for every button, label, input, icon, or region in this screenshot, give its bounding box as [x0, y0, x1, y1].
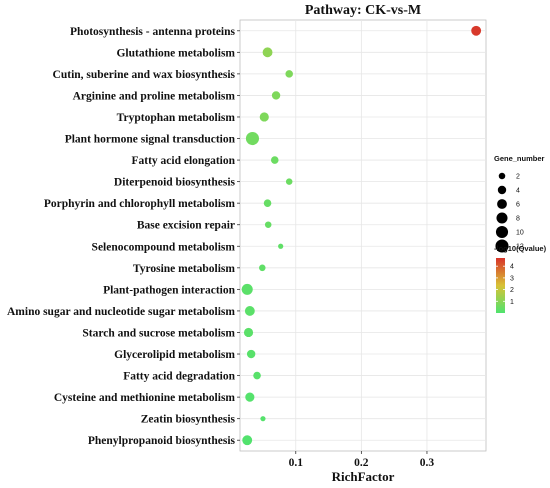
size-legend-dot	[497, 199, 507, 209]
plot-panel	[239, 19, 487, 452]
size-legend-label: 2	[516, 174, 520, 181]
size-legend-dot	[495, 225, 509, 239]
data-point	[270, 156, 279, 164]
data-point	[271, 91, 281, 100]
y-tick-label: Selenocompound metabolism	[92, 241, 236, 253]
size-legend-label: 10	[516, 230, 524, 237]
data-point	[245, 392, 255, 402]
y-tick-label: Plant-pathogen interaction	[103, 284, 236, 296]
colorbar-label: 2	[510, 287, 514, 294]
data-point	[285, 70, 293, 78]
x-tick-label: 0.3	[420, 457, 435, 469]
data-point	[285, 178, 293, 185]
size-legend-label: 6	[516, 202, 520, 209]
x-axis-ticks: 0.1 0.2 0.3	[289, 451, 435, 469]
data-point	[242, 435, 253, 446]
colorbar	[496, 258, 505, 313]
data-point	[471, 25, 482, 36]
size-legend-dot	[497, 185, 507, 195]
y-tick-label: Fatty acid elongation	[132, 155, 236, 167]
data-point	[262, 47, 273, 58]
y-tick-label: Base excision repair	[137, 220, 235, 232]
data-point	[278, 243, 284, 249]
data-point	[259, 112, 269, 122]
y-tick-label: Plant hormone signal transduction	[65, 134, 236, 146]
data-point	[253, 371, 261, 380]
x-tick-label: 0.1	[289, 457, 304, 469]
chart-title: Pathway: CK-vs-M	[305, 3, 421, 18]
data-point	[260, 416, 266, 422]
colorbar-label: 4	[510, 264, 514, 271]
size-legend-dot	[495, 239, 509, 253]
y-tick-label: Phenylpropanoid biosynthesis	[88, 435, 236, 447]
y-tick-label: Starch and sucrose metabolism	[82, 327, 235, 339]
y-tick-label: Zeatin biosynthesis	[141, 414, 236, 426]
colorbar-label: 3	[510, 275, 514, 282]
y-tick-label: Diterpenoid biosynthesis	[114, 177, 236, 189]
data-point	[245, 131, 260, 146]
x-tick-label: 0.2	[354, 457, 369, 469]
size-legend-label: 12	[516, 244, 524, 251]
y-axis-labels: Photosynthesis - antenna proteins Glutath…	[7, 26, 240, 447]
grid-lines	[240, 20, 486, 451]
size-legend-dot	[498, 172, 506, 180]
data-point	[263, 199, 272, 207]
y-tick-label: Glutathione metabolism	[116, 47, 235, 59]
data-point	[241, 283, 253, 295]
data-point	[243, 327, 254, 338]
y-tick-label: Amino sugar and nucleotide sugar metabol…	[7, 306, 235, 318]
y-tick-label: Tryptophan metabolism	[117, 112, 236, 124]
data-point	[244, 306, 255, 316]
y-tick-label: Photosynthesis - antenna proteins	[70, 26, 235, 38]
data-point	[264, 221, 272, 228]
color-legend-title: -log10(Qvalue)	[494, 244, 547, 253]
y-tick-label: Cysteine and methionine metabolism	[54, 392, 236, 404]
size-legend-dot	[496, 212, 508, 224]
data-point	[246, 349, 256, 359]
y-tick-label: Fatty acid degradation	[123, 371, 235, 383]
data-points	[241, 25, 482, 446]
size-legend-label: 8	[516, 216, 520, 223]
y-tick-label: Glycerolipid metabolism	[114, 349, 235, 361]
data-point	[259, 264, 266, 272]
y-tick-label: Tyrosine metabolism	[133, 263, 236, 275]
colorbar-label: 1	[510, 299, 514, 306]
y-tick-label: Porphyrin and chlorophyll metabolism	[44, 198, 236, 210]
y-tick-label: Cutin, suberine and wax biosynthesis	[53, 69, 236, 81]
size-legend-title: Gene_number	[494, 154, 545, 163]
size-legend-label: 4	[516, 188, 520, 195]
x-axis-label: RichFactor	[332, 469, 395, 484]
y-tick-label: Arginine and proline metabolism	[73, 90, 236, 102]
size-legend: Gene_number 2 4 6 8 10 12	[494, 154, 545, 253]
